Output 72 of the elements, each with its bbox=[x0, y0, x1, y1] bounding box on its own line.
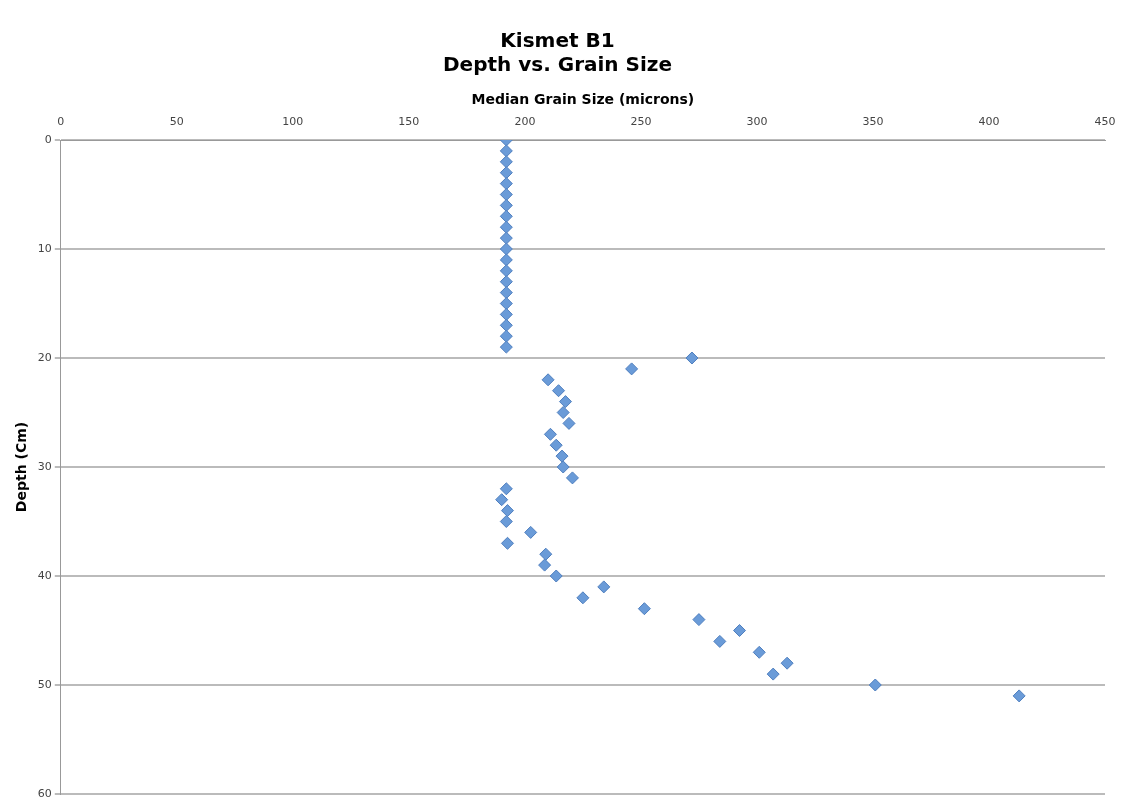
point bbox=[625, 362, 639, 376]
x-tick-label: 150 bbox=[398, 115, 420, 129]
point bbox=[499, 307, 513, 321]
point bbox=[556, 460, 570, 474]
y-tick-label: 0 bbox=[44, 132, 52, 146]
x-tick-label: 250 bbox=[630, 115, 652, 129]
y-tick-label: 20 bbox=[37, 350, 52, 364]
point bbox=[713, 634, 727, 648]
text: Depth vs. Grain Size bbox=[442, 52, 673, 77]
point bbox=[552, 384, 566, 398]
y-tick-label: 60 bbox=[37, 786, 52, 800]
point bbox=[499, 220, 513, 234]
point bbox=[562, 416, 576, 430]
y-tick-label: 10 bbox=[37, 241, 52, 255]
x-tick-label: 50 bbox=[169, 115, 184, 129]
point bbox=[576, 591, 590, 605]
point bbox=[499, 318, 513, 332]
point bbox=[524, 525, 538, 539]
point bbox=[499, 275, 513, 289]
point bbox=[766, 667, 780, 681]
point bbox=[1012, 689, 1026, 703]
point bbox=[499, 264, 513, 278]
point bbox=[499, 297, 513, 310]
x-tick-label: 350 bbox=[862, 115, 884, 129]
y-tick-label: 30 bbox=[37, 459, 52, 473]
point bbox=[499, 155, 513, 169]
x-tick-label: 300 bbox=[746, 115, 768, 129]
point bbox=[499, 144, 513, 158]
point bbox=[499, 253, 513, 267]
point bbox=[549, 438, 563, 452]
point bbox=[499, 340, 513, 354]
point bbox=[500, 504, 514, 518]
point bbox=[539, 547, 553, 561]
y-tick-label: 50 bbox=[37, 677, 52, 691]
point bbox=[549, 569, 563, 583]
point bbox=[495, 493, 509, 507]
y-axis-title: Depth (Cm) bbox=[13, 421, 30, 513]
point bbox=[499, 166, 513, 180]
point bbox=[499, 231, 513, 245]
x-tick-label: 200 bbox=[514, 115, 536, 129]
point bbox=[543, 427, 557, 441]
point bbox=[499, 515, 513, 528]
point bbox=[637, 602, 651, 616]
point bbox=[556, 406, 570, 419]
point bbox=[499, 188, 513, 201]
x-tick-label: 0 bbox=[57, 115, 65, 129]
point bbox=[499, 209, 513, 223]
point bbox=[752, 645, 766, 659]
x-axis-title: Median Grain Size (microns) bbox=[471, 91, 695, 108]
point bbox=[733, 624, 747, 637]
point bbox=[559, 395, 572, 409]
point bbox=[868, 678, 882, 692]
point bbox=[499, 482, 513, 496]
point bbox=[597, 580, 611, 594]
x-tick-label: 100 bbox=[282, 115, 304, 129]
y-tick-label: 40 bbox=[37, 568, 52, 582]
point bbox=[499, 177, 513, 191]
x-tick-label: 400 bbox=[978, 115, 1000, 129]
point bbox=[565, 471, 579, 485]
point bbox=[692, 613, 706, 627]
point bbox=[780, 656, 794, 670]
point bbox=[685, 351, 699, 365]
point bbox=[555, 449, 569, 463]
point bbox=[538, 558, 552, 572]
point bbox=[499, 286, 513, 300]
x-tick-label: 450 bbox=[1094, 115, 1116, 129]
point bbox=[500, 536, 514, 550]
text: Kismet B1 bbox=[500, 28, 615, 53]
point bbox=[499, 329, 513, 343]
point bbox=[499, 198, 513, 212]
point bbox=[541, 373, 555, 387]
point bbox=[499, 242, 513, 256]
